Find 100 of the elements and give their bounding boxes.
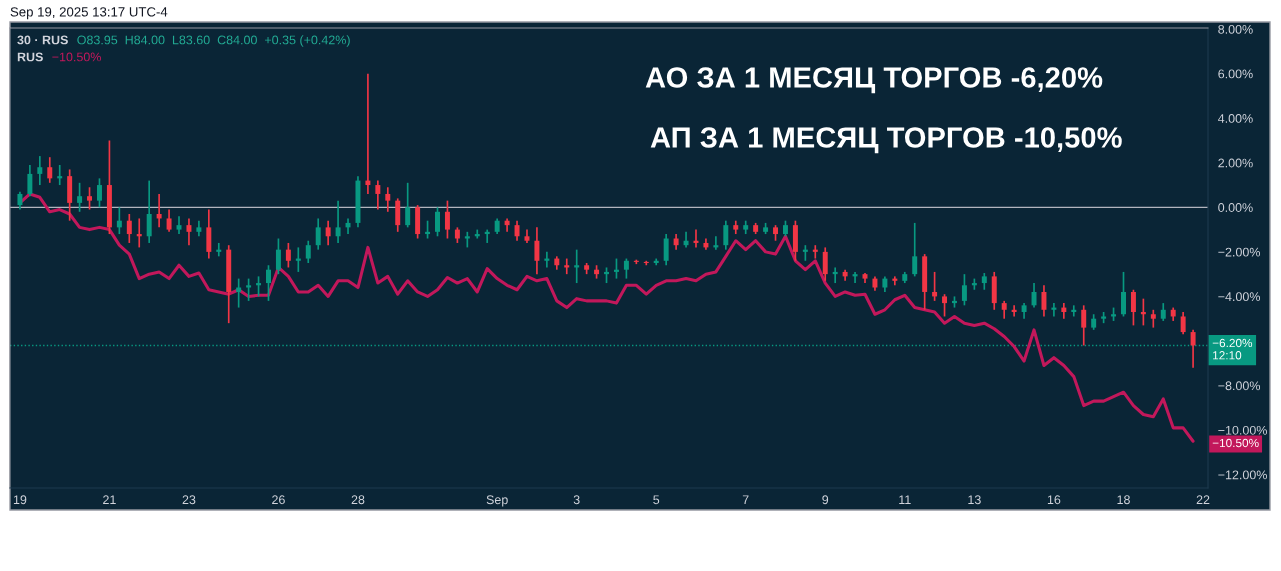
y-tick-label: −2.00% bbox=[1218, 247, 1261, 257]
candlestick bbox=[1041, 284, 1047, 318]
y-tick-label: 6.00% bbox=[1218, 69, 1253, 79]
candlestick bbox=[305, 239, 311, 264]
candlestick bbox=[892, 275, 898, 287]
candlestick bbox=[514, 219, 520, 242]
candlestick bbox=[77, 181, 83, 213]
candlestick bbox=[534, 226, 540, 275]
candlestick bbox=[275, 237, 281, 275]
candlestick bbox=[912, 222, 918, 278]
candlestick bbox=[1061, 302, 1067, 320]
candlestick bbox=[444, 199, 450, 240]
candlestick bbox=[136, 217, 142, 249]
candlestick bbox=[325, 219, 331, 247]
x-tick-label: Sep bbox=[486, 495, 508, 507]
y-tick-label: 2.00% bbox=[1218, 158, 1253, 168]
candlestick bbox=[246, 277, 252, 302]
x-tick-label: 16 bbox=[1047, 495, 1061, 505]
candlestick bbox=[236, 277, 242, 309]
candlestick bbox=[1130, 288, 1136, 327]
candlestick bbox=[266, 264, 271, 302]
candlestick bbox=[484, 228, 490, 244]
y-tick-label: −4.00% bbox=[1218, 292, 1261, 302]
candlestick bbox=[335, 199, 341, 244]
candlestick bbox=[1081, 304, 1087, 347]
candlestick bbox=[623, 257, 629, 280]
candlestick bbox=[57, 164, 63, 186]
candlestick bbox=[464, 230, 470, 249]
candlestick bbox=[285, 242, 291, 269]
candlestick bbox=[405, 181, 411, 229]
candlestick bbox=[256, 275, 262, 298]
candlestick bbox=[1051, 302, 1057, 318]
candlestick bbox=[564, 257, 570, 275]
candlestick bbox=[544, 251, 550, 269]
text: Sep 19, 2025 13:17 UTC-4 bbox=[10, 7, 168, 20]
candlestick bbox=[613, 257, 619, 280]
candlestick bbox=[812, 244, 818, 260]
annotation: АО ЗА 1 МЕСЯЦ ТОРГОВ -6,20% bbox=[645, 67, 1103, 94]
candlestick bbox=[375, 179, 381, 211]
annotation: O83.95 H84.00 L83.60 C84.00 +0.35 (+0.42%) bbox=[77, 35, 350, 47]
candlestick bbox=[504, 217, 510, 233]
candlestick bbox=[942, 293, 948, 318]
y-tick-label: 4.00% bbox=[1218, 114, 1253, 123]
candlestick bbox=[1190, 329, 1196, 369]
candlestick bbox=[1121, 271, 1126, 318]
y-tick-label: −10.00% bbox=[1218, 425, 1267, 435]
candlestick bbox=[474, 228, 480, 240]
candlestick bbox=[832, 266, 838, 284]
x-tick-label: 5 bbox=[653, 495, 660, 505]
candlestick bbox=[27, 164, 33, 198]
x-tick-label: 11 bbox=[899, 495, 911, 504]
candlestick bbox=[723, 219, 729, 251]
x-tick-label: 21 bbox=[103, 495, 116, 504]
candlestick bbox=[37, 155, 43, 186]
candlestick bbox=[96, 177, 102, 209]
candlestick bbox=[574, 248, 580, 284]
candlestick bbox=[1031, 282, 1037, 309]
candlestick bbox=[961, 273, 967, 307]
candlestick bbox=[435, 206, 440, 238]
candlestick bbox=[146, 179, 152, 244]
y-tick-label: −12.00% bbox=[1218, 470, 1267, 480]
x-tick-label: 13 bbox=[968, 495, 981, 505]
y-tick-label: −8.00% bbox=[1218, 381, 1261, 391]
annotation: АП ЗА 1 МЕСЯЦ ТОРГОВ -10,50% bbox=[650, 127, 1122, 154]
x-tick-label: 26 bbox=[272, 495, 285, 505]
x-tick-label: 9 bbox=[822, 495, 829, 505]
x-tick-label: 19 bbox=[13, 495, 27, 505]
x-tick-label: 3 bbox=[573, 495, 580, 505]
y-tick-label: 0.00% bbox=[1218, 203, 1253, 212]
y-tick-label: 8.00% bbox=[1218, 24, 1253, 34]
candlestick bbox=[47, 156, 53, 184]
candlestick bbox=[126, 213, 132, 244]
candlestick bbox=[186, 217, 192, 247]
candlestick bbox=[315, 217, 321, 251]
x-tick-label: 28 bbox=[351, 495, 365, 505]
candlestick bbox=[852, 271, 858, 284]
candlestick bbox=[1011, 304, 1017, 318]
candlestick bbox=[365, 72, 371, 195]
candlestick bbox=[295, 246, 301, 273]
annotation: RUS bbox=[17, 52, 43, 62]
x-tick-label: 7 bbox=[742, 495, 749, 504]
candlestick bbox=[345, 217, 351, 235]
candlestick bbox=[87, 186, 93, 211]
candlestick bbox=[822, 246, 828, 282]
candlestick bbox=[1140, 297, 1146, 327]
x-tick-label: 22 bbox=[1196, 495, 1210, 504]
candlestick bbox=[713, 235, 719, 251]
candlestick bbox=[216, 242, 222, 258]
candlestick bbox=[1180, 311, 1186, 336]
candlestick bbox=[116, 206, 122, 235]
x-tick-label: 23 bbox=[182, 495, 196, 505]
candlestick bbox=[1071, 304, 1077, 318]
annotation: −10.50% bbox=[52, 52, 101, 62]
annotation: 30 · RUS bbox=[17, 35, 68, 45]
candlestick bbox=[932, 271, 938, 302]
candlestick bbox=[385, 186, 391, 213]
x-tick-label: 18 bbox=[1117, 495, 1130, 505]
text: −10.50% bbox=[1212, 438, 1259, 448]
candlestick bbox=[663, 233, 669, 267]
candlestick bbox=[156, 193, 162, 229]
